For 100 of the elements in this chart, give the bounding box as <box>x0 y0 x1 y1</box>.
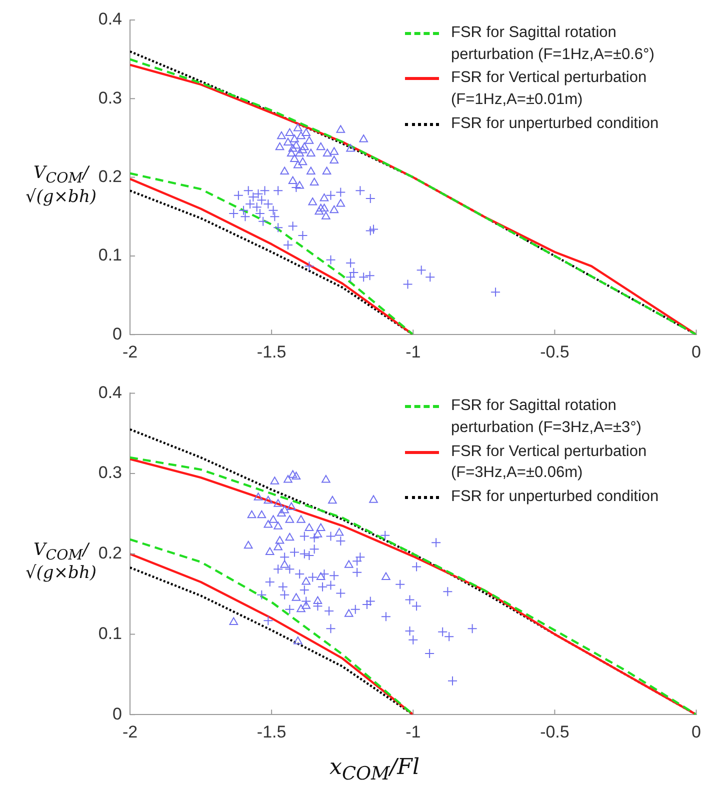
point <box>447 676 458 686</box>
point <box>355 186 366 196</box>
point <box>296 515 306 523</box>
point <box>319 568 330 579</box>
point <box>280 560 289 568</box>
point <box>263 616 274 626</box>
point <box>260 186 270 196</box>
x-tick-label: -2 <box>122 722 138 742</box>
y-tick-label: 0.2 <box>98 544 122 563</box>
point <box>330 205 339 214</box>
point <box>288 176 298 184</box>
point <box>273 564 284 574</box>
point <box>247 510 256 518</box>
point <box>316 523 326 531</box>
point <box>346 144 355 152</box>
point <box>274 499 282 507</box>
point <box>308 572 318 582</box>
point <box>298 146 308 154</box>
point <box>310 178 319 186</box>
point <box>309 532 320 543</box>
point <box>425 272 436 282</box>
point <box>273 186 284 196</box>
point <box>346 258 356 268</box>
point <box>359 134 368 142</box>
point <box>270 476 280 484</box>
point <box>365 226 376 236</box>
point <box>284 564 295 574</box>
legend-label: FSR for Sagittal rotation perturbation (F=1Hz,A=±0.6°) <box>451 23 656 65</box>
point <box>348 267 359 278</box>
legend-label: FSR for Vertical perturbation (F=1Hz,A=±0.01m) <box>451 68 648 110</box>
point <box>412 562 422 572</box>
y-tick-label: 0.3 <box>98 463 122 482</box>
point <box>295 180 304 189</box>
point <box>264 520 273 528</box>
point <box>280 166 289 175</box>
point <box>322 212 330 220</box>
point <box>467 624 478 634</box>
point <box>362 600 372 610</box>
point <box>257 510 266 518</box>
legend-label: FSR for unperturbed condition <box>451 114 660 134</box>
point <box>282 240 293 250</box>
point <box>320 204 329 212</box>
x-axis-title: x$_{COM}$/Fl <box>328 755 420 784</box>
point <box>296 131 306 140</box>
point <box>408 634 418 645</box>
point <box>268 515 278 523</box>
point <box>291 182 302 193</box>
point <box>290 547 300 558</box>
point <box>292 472 301 480</box>
point <box>365 194 376 204</box>
x-tick-label: -2 <box>122 342 138 362</box>
y-tick-label: 0.1 <box>98 246 122 265</box>
point <box>431 538 442 548</box>
point <box>424 648 435 659</box>
point <box>284 604 295 614</box>
point <box>382 572 390 580</box>
point <box>313 596 322 604</box>
point <box>228 208 239 218</box>
point <box>296 604 306 612</box>
x-tick-label: -0.5 <box>540 342 570 362</box>
point <box>346 272 356 282</box>
point <box>309 544 320 554</box>
point <box>294 636 302 644</box>
point <box>326 254 336 265</box>
point <box>395 579 406 590</box>
point <box>306 148 316 156</box>
point <box>298 157 308 166</box>
x-tick-label: 0 <box>692 342 702 362</box>
point <box>306 166 316 175</box>
point <box>285 532 294 541</box>
point <box>274 522 282 530</box>
point <box>264 496 273 504</box>
point <box>284 138 292 146</box>
point <box>352 567 362 578</box>
point <box>233 190 244 200</box>
point <box>329 570 340 581</box>
point <box>326 580 336 590</box>
point <box>369 495 378 503</box>
point <box>322 474 330 483</box>
point <box>336 536 346 546</box>
point <box>312 601 323 612</box>
point <box>295 148 304 156</box>
y-tick-label: 0.2 <box>98 166 122 186</box>
point <box>290 134 299 142</box>
point <box>324 606 334 616</box>
point <box>294 124 302 132</box>
point <box>294 160 302 168</box>
point <box>416 265 426 276</box>
point <box>264 577 275 588</box>
point <box>274 542 282 550</box>
point <box>326 190 336 200</box>
point <box>302 128 311 136</box>
point <box>292 140 301 149</box>
point <box>352 556 362 566</box>
point <box>258 216 268 226</box>
point <box>278 582 288 592</box>
point <box>304 136 314 144</box>
point <box>364 270 375 281</box>
point <box>334 528 344 536</box>
point <box>322 166 332 175</box>
